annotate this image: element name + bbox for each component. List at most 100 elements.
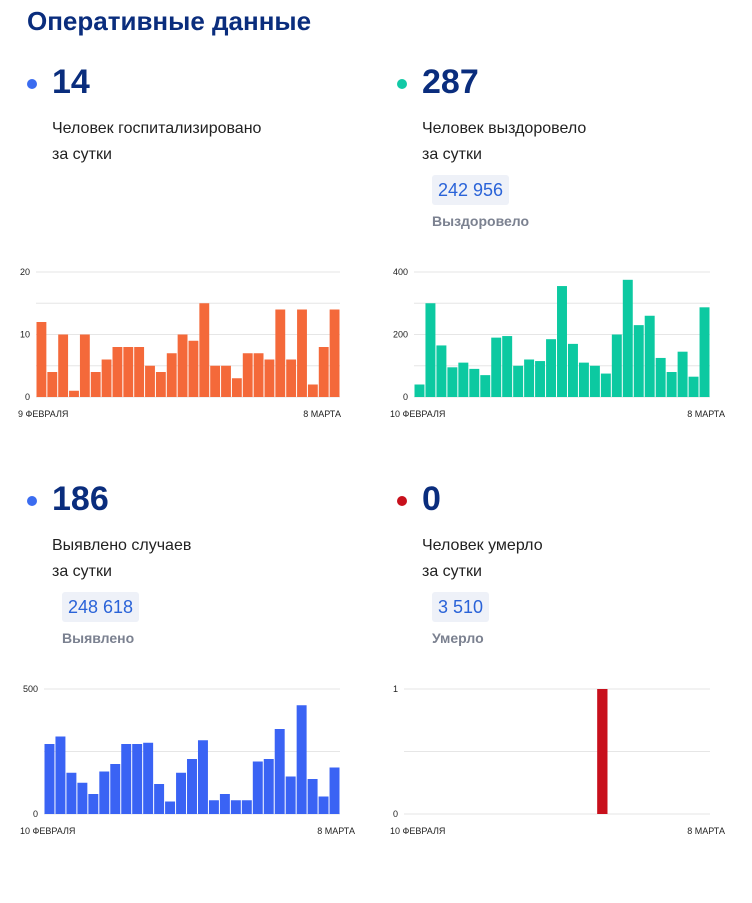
- x-end-label: 8 МАРТА: [303, 409, 341, 419]
- chart-bar: [132, 744, 143, 814]
- deaths-total-value: 3 510: [432, 592, 490, 622]
- chart-bar: [535, 361, 546, 397]
- card-deaths: 0 Человек умерло за сутки 3 510 Умерло: [397, 480, 727, 903]
- hospitalized-daily-count: 14: [52, 63, 90, 101]
- description-line: Человек выздоровело: [422, 120, 587, 137]
- chart-bar: [307, 779, 318, 814]
- chart-bar: [285, 776, 296, 814]
- chart-bar: [154, 784, 165, 814]
- chart-bar: [101, 359, 112, 397]
- chart-bar: [329, 767, 340, 814]
- chart-bar: [264, 359, 275, 397]
- chart-bar: [263, 759, 274, 814]
- chart-bar: [199, 303, 210, 397]
- chart-bar: [578, 362, 589, 398]
- y-tick-label: 10: [20, 330, 30, 340]
- chart-bar: [112, 347, 123, 397]
- y-tick-label: 20: [20, 267, 30, 277]
- description-line: за сутки: [52, 563, 112, 580]
- chart-bar: [666, 372, 677, 397]
- y-tick-label: 0: [25, 392, 30, 402]
- chart-bar: [134, 347, 145, 397]
- y-tick-label: 1: [393, 684, 398, 694]
- bullet-dot-icon: [27, 79, 37, 89]
- chart-bar: [252, 761, 263, 814]
- x-end-label: 8 МАРТА: [687, 409, 725, 419]
- deaths-daily-count: 0: [422, 480, 441, 518]
- chart-bar: [241, 800, 252, 814]
- x-end-label: 8 МАРТА: [317, 826, 355, 836]
- chart-bar: [145, 365, 155, 397]
- deaths-total-label: Умерло: [432, 630, 484, 646]
- chart-bar: [677, 351, 688, 397]
- chart-bar: [469, 368, 480, 398]
- chart-bar: [546, 339, 557, 397]
- chart-bar: [458, 362, 469, 398]
- chart-bar: [502, 336, 513, 397]
- chart-bar: [36, 322, 47, 397]
- card-hospitalized: 14 Человек госпитализировано за сутки: [27, 63, 357, 486]
- chart-bar: [242, 353, 253, 397]
- chart-bar: [589, 365, 600, 397]
- x-end-label: 8 МАРТА: [687, 826, 725, 836]
- chart-bar: [622, 279, 633, 397]
- chart-bar: [524, 359, 535, 397]
- chart-bar: [58, 334, 69, 397]
- chart-bar: [90, 372, 101, 397]
- chart-bar: [513, 365, 524, 397]
- chart-bar: [79, 334, 90, 397]
- page-title: Оперативные данные: [27, 6, 312, 36]
- cases-total-value: 248 618: [62, 592, 140, 622]
- chart-bar: [88, 794, 99, 814]
- card-recovered: 287 Человек выздоровело за сутки 242 956…: [397, 63, 727, 486]
- chart-bar: [166, 353, 177, 397]
- chart-bar: [318, 347, 329, 397]
- recovered-total-value: 242 956: [432, 175, 510, 205]
- bullet-dot-icon: [27, 496, 37, 506]
- chart-bar: [123, 347, 134, 397]
- chart-bar: [425, 303, 436, 397]
- chart-bar: [297, 309, 307, 397]
- chart-bar: [155, 372, 166, 397]
- x-start-label: 9 ФЕВРАЛЯ: [18, 409, 68, 419]
- chart-bar: [644, 315, 655, 397]
- chart-bar: [176, 772, 187, 814]
- chart-bar: [208, 800, 219, 814]
- chart-bar: [318, 796, 329, 814]
- recovered-description: Человек выздоровело за сутки: [422, 116, 586, 168]
- chart-bar: [177, 334, 188, 397]
- chart-bar: [307, 384, 318, 397]
- bullet-dot-icon: [397, 496, 407, 506]
- chart-bar: [480, 375, 491, 398]
- description-line: Человек умерло: [422, 537, 543, 554]
- chart-bar: [597, 689, 608, 814]
- y-tick-label: 0: [393, 809, 398, 819]
- chart-bar: [77, 782, 88, 814]
- bullet-dot-icon: [397, 79, 407, 89]
- y-tick-label: 0: [33, 809, 38, 819]
- chart-bar: [600, 373, 611, 397]
- chart-bar: [230, 800, 241, 814]
- y-tick-label: 0: [403, 392, 408, 402]
- chart-bar: [567, 343, 578, 398]
- chart-bar: [187, 759, 197, 814]
- description-line: за сутки: [52, 146, 112, 163]
- cases-total-label: Выявлено: [62, 630, 135, 646]
- chart-bar: [688, 376, 699, 397]
- chart-bar: [99, 771, 110, 814]
- chart-bar: [188, 340, 199, 397]
- chart-bar: [699, 307, 710, 397]
- recovered-total-label: Выздоровело: [432, 213, 530, 229]
- chart-bar: [557, 286, 567, 397]
- chart-bar: [231, 378, 242, 397]
- chart-bar: [611, 334, 622, 397]
- chart-bar: [110, 764, 121, 814]
- chart-bar: [69, 390, 79, 397]
- cases-description: Выявлено случаев за сутки: [52, 533, 191, 585]
- chart-bar: [55, 736, 66, 814]
- chart-bar: [633, 325, 644, 398]
- chart-bar: [219, 794, 230, 814]
- chart-bar: [274, 729, 285, 814]
- x-start-label: 10 ФЕВРАЛЯ: [20, 826, 75, 836]
- x-start-label: 10 ФЕВРАЛЯ: [390, 826, 445, 836]
